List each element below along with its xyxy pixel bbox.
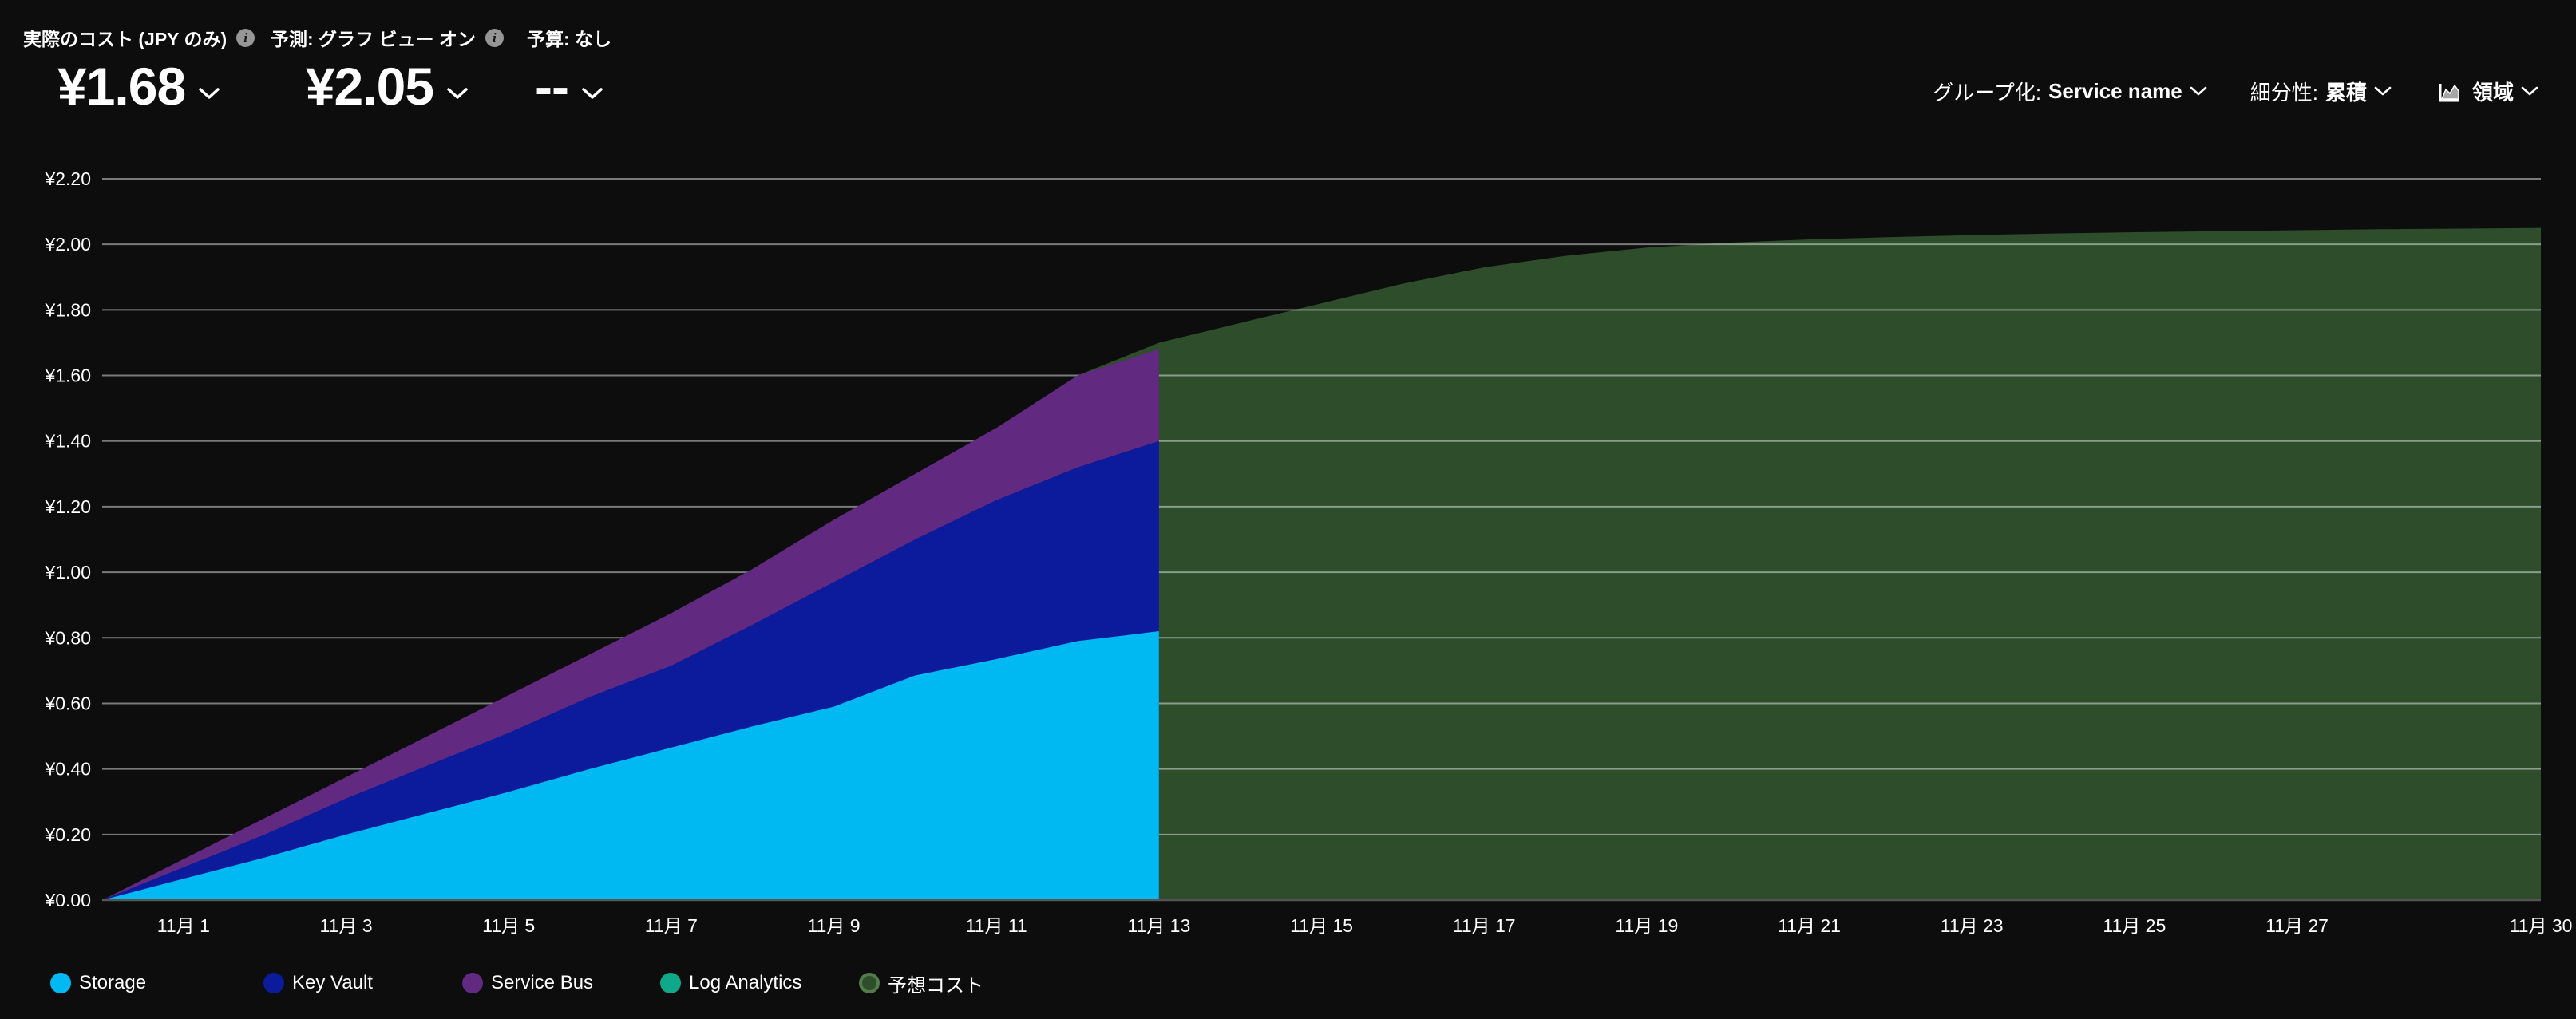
chevron-down-icon bbox=[2521, 86, 2538, 96]
x-tick-label: 11月 23 bbox=[1941, 915, 2004, 936]
info-icon[interactable] bbox=[236, 28, 255, 47]
chevron-down-icon bbox=[447, 88, 468, 99]
legend-label: Service Bus bbox=[491, 972, 594, 993]
y-tick-label: ¥0.00 bbox=[44, 890, 91, 910]
group-by-prefix: グループ化: bbox=[1933, 81, 2042, 105]
x-tick-label: 11月 3 bbox=[319, 915, 372, 936]
legend-label: 予想コスト bbox=[888, 974, 983, 997]
kpi-budget-dropdown[interactable]: -- bbox=[535, 56, 603, 117]
chart-legend: Storage Key Vault Service Bus Log Analyt… bbox=[0, 972, 2576, 997]
granularity-dropdown[interactable]: 細分性: 累積 bbox=[2250, 77, 2392, 106]
chevron-down-icon bbox=[199, 88, 220, 99]
y-tick-label: ¥0.80 bbox=[44, 627, 91, 648]
granularity-prefix: 細分性: bbox=[2250, 81, 2318, 105]
legend-item-storage: Storage bbox=[50, 972, 146, 994]
legend-swatch-storage bbox=[50, 973, 71, 993]
legend-label: Storage bbox=[79, 972, 147, 993]
group-by-dropdown[interactable]: グループ化: Service name bbox=[1933, 77, 2207, 106]
kpi-actual-cost-value: ¥1.68 bbox=[57, 57, 186, 116]
legend-item-log-analytics: Log Analytics bbox=[660, 972, 801, 994]
legend-swatch-service-bus bbox=[462, 973, 483, 993]
info-icon[interactable] bbox=[485, 28, 504, 47]
x-tick-label: 11月 13 bbox=[1127, 915, 1190, 936]
chevron-down-icon bbox=[2374, 86, 2392, 96]
chevron-down-icon bbox=[582, 88, 603, 99]
legend-swatch-key-vault bbox=[263, 973, 284, 993]
y-tick-label: ¥0.40 bbox=[44, 759, 91, 780]
kpi-budget-label: 予算: なし bbox=[527, 29, 612, 49]
x-tick-label: 11月 11 bbox=[966, 915, 1027, 936]
legend-label: Key Vault bbox=[292, 972, 373, 993]
kpi-actual-cost-dropdown[interactable]: ¥1.68 bbox=[57, 56, 220, 117]
kpi-budget-value: -- bbox=[535, 57, 569, 116]
area-chart-icon bbox=[2439, 83, 2459, 101]
x-tick-label: 11月 19 bbox=[1615, 915, 1678, 936]
x-tick-label: 11月 9 bbox=[807, 915, 860, 936]
kpi-budget: 予算: なし -- bbox=[527, 24, 611, 117]
legend-label: Log Analytics bbox=[689, 972, 802, 993]
y-tick-label: ¥1.60 bbox=[44, 365, 91, 386]
kpi-actual-cost-label: 実際のコスト (JPY のみ) bbox=[23, 29, 228, 49]
y-tick-label: ¥1.00 bbox=[44, 562, 91, 583]
kpi-forecast-cost-dropdown[interactable]: ¥2.05 bbox=[306, 56, 469, 117]
legend-item-key-vault: Key Vault bbox=[263, 972, 373, 994]
area-storage bbox=[102, 631, 1159, 900]
x-tick-label: 11月 1 bbox=[157, 915, 210, 936]
y-tick-label: ¥0.20 bbox=[44, 824, 91, 845]
kpi-forecast-cost: 予測: グラフ ビュー オン ¥2.05 bbox=[271, 24, 504, 117]
chart-type-value: 領域 bbox=[2471, 81, 2514, 105]
x-tick-label: 11月 21 bbox=[1778, 915, 1841, 936]
chevron-down-icon bbox=[2190, 86, 2207, 96]
kpi-actual-cost: 実際のコスト (JPY のみ) ¥1.68 bbox=[23, 24, 255, 117]
legend-swatch-forecast bbox=[859, 973, 880, 993]
kpi-forecast-cost-label: 予測: グラフ ビュー オン bbox=[271, 29, 476, 49]
x-tick-label: 11月 30 bbox=[2510, 915, 2573, 936]
x-tick-label: 11月 27 bbox=[2265, 915, 2329, 936]
y-tick-label: ¥1.40 bbox=[44, 431, 91, 452]
x-tick-label: 11月 25 bbox=[2103, 915, 2166, 936]
granularity-value: 累積 bbox=[2325, 81, 2367, 105]
y-tick-label: ¥1.80 bbox=[44, 299, 91, 320]
legend-swatch-log-analytics bbox=[660, 973, 681, 993]
chart-type-dropdown[interactable]: 領域 bbox=[2435, 77, 2538, 106]
x-tick-label: 11月 7 bbox=[645, 915, 698, 936]
x-tick-label: 11月 5 bbox=[482, 915, 535, 936]
x-tick-label: 11月 15 bbox=[1290, 915, 1353, 936]
legend-item-forecast: 予想コスト bbox=[859, 972, 983, 997]
group-by-value: Service name bbox=[2048, 79, 2182, 103]
legend-item-service-bus: Service Bus bbox=[462, 972, 593, 994]
y-tick-label: ¥2.00 bbox=[44, 234, 91, 255]
chart-controls: グループ化: Service name 細分性: 累積 領域 bbox=[1933, 77, 2538, 106]
y-tick-label: ¥1.20 bbox=[44, 496, 91, 517]
y-tick-label: ¥0.60 bbox=[44, 693, 91, 713]
kpi-forecast-cost-value: ¥2.05 bbox=[305, 57, 434, 116]
y-tick-label: ¥2.20 bbox=[44, 168, 91, 189]
x-tick-label: 11月 17 bbox=[1453, 915, 1516, 936]
area-forecast bbox=[1078, 227, 2541, 900]
